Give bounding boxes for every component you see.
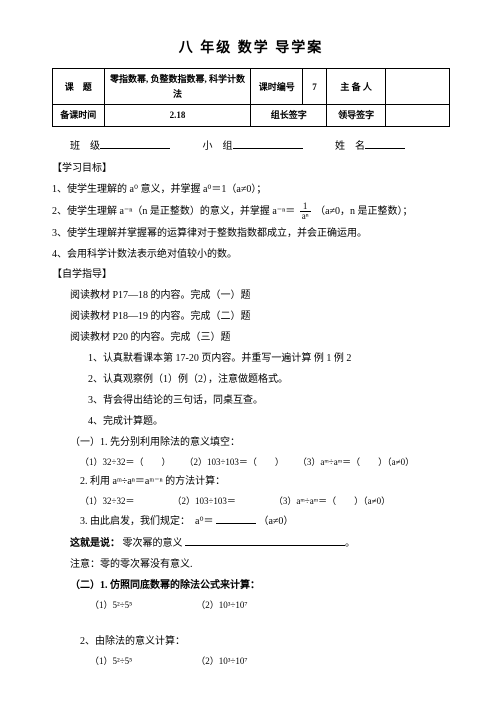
selfstudy-sub: 3、背会得出结论的三句话，同桌互查。: [52, 392, 450, 409]
calc-item: （2）10³÷10⁷: [196, 654, 247, 668]
cell: 课时编号: [251, 69, 303, 105]
calc-row: （1）5²÷5⁵ （2）10³÷10⁷: [52, 598, 450, 612]
calc-item: （2）103÷103＝（ ）: [184, 455, 283, 469]
part1-line2: 2. 利用 aᵐ÷aⁿ＝aᵐ⁻ⁿ 的方法计算：: [52, 473, 450, 490]
cell: [386, 105, 450, 126]
name-label: 姓 名: [335, 141, 365, 152]
text: 零次幂的意义: [123, 538, 183, 549]
selfstudy-line: 阅读教材 P20 的内容。完成（三）题: [52, 329, 450, 346]
text: （a≠0，n 是正整数）；: [315, 205, 412, 216]
part1-head: （一）1. 先分别利用除法的意义填空：: [52, 434, 450, 451]
calc-item: （1）5²÷5⁵: [90, 654, 132, 668]
cell: 备课时间: [53, 105, 105, 126]
cell: 课 题: [53, 69, 105, 105]
calc-item: （1）32÷32＝（ ）: [80, 455, 170, 469]
part2-line2: 2、由除法的意义计算：: [52, 633, 450, 650]
goals-heading: 【学习目标】: [52, 161, 450, 177]
fraction: 1 aⁿ: [300, 202, 311, 221]
selfstudy-sub: 1、认真默看课本第 17-20 页内容。并重写一遍计算 例 1 例 2: [52, 350, 450, 367]
part1-conclude: 这就是说： 零次幂的意义 。: [52, 534, 450, 552]
goal-4: 4、会用科学计数法表示绝对值较小的数。: [52, 246, 450, 263]
selfstudy-sub: 2、认真观察例（1）例（2），注意做题格式。: [52, 371, 450, 388]
cell: 2.18: [104, 105, 251, 126]
goal-3: 3、使学生理解并掌握幂的运算律对于整数指数都成立，并会正确运用。: [52, 225, 450, 242]
selfstudy-sub: 4、完成计算题。: [52, 413, 450, 430]
calc-item: （3）aᵐ÷aᵐ＝（ ）（a≠0）: [298, 455, 414, 469]
part1-line3: 3. 由此启发，我们规定： a⁰＝ （a≠0）: [52, 512, 450, 530]
calc-item: （3）aᵐ÷aᵐ＝（ ）（a≠0）: [274, 494, 390, 508]
blanks-row: 班 级 小 组 姓 名: [52, 137, 450, 155]
part2-head: （二）1. 仿照同底数幂的除法公式来计算：: [52, 577, 450, 594]
calc-item: （1）32÷32＝: [80, 494, 134, 508]
blank: [365, 137, 405, 149]
part1-note: 注意：零的零次幂没有意义.: [52, 556, 450, 573]
cell: 组长签字: [251, 105, 326, 126]
selfstudy-line: 阅读教材 P18—19 的内容。完成（二）题: [52, 308, 450, 325]
text: （a≠0）: [258, 516, 293, 527]
cell: 领导签字: [326, 105, 386, 126]
calc-row: （1）5²÷5⁵ （2）10³÷10⁷: [52, 654, 450, 668]
text: 2、使学生理解 a⁻ⁿ（n 是正整数）的意义，并掌握 a⁻ⁿ＝: [52, 205, 295, 216]
goal-1: 1、使学生理解的 a⁰ 意义，并掌握 a⁰＝1（a≠0）；: [52, 181, 450, 198]
text: 这就是说：: [70, 538, 120, 549]
selfstudy-heading: 【自学指导】: [52, 267, 450, 283]
group-label: 小 组: [203, 141, 233, 152]
blank: [216, 512, 256, 524]
cell: [386, 69, 450, 105]
selfstudy-line: 阅读教材 P17—18 的内容。完成（一）题: [52, 287, 450, 304]
blank: [185, 534, 345, 546]
calc-item: （2）103÷103＝: [172, 494, 235, 508]
calc-row: （1）32÷32＝ （2）103÷103＝ （3）aᵐ÷aᵐ＝（ ）（a≠0）: [52, 494, 450, 508]
goal-2: 2、使学生理解 a⁻ⁿ（n 是正整数）的意义，并掌握 a⁻ⁿ＝ 1 aⁿ （a≠…: [52, 202, 450, 221]
class-label: 班 级: [70, 141, 100, 152]
cell: 主 备 人: [326, 69, 386, 105]
page-title: 八 年级 数学 导学案: [52, 38, 450, 60]
cell: 7: [303, 69, 327, 105]
calc-item: （2）10³÷10⁷: [196, 598, 247, 612]
blank: [233, 137, 303, 149]
cell: 零指数幂, 负整数指数幂, 科学计数法: [104, 69, 251, 105]
blank: [100, 137, 170, 149]
denominator: aⁿ: [300, 212, 311, 221]
calc-item: （1）5²÷5⁵: [90, 598, 132, 612]
calc-row: （1）32÷32＝（ ） （2）103÷103＝（ ） （3）aᵐ÷aᵐ＝（ ）…: [52, 455, 450, 469]
text: 3. 由此启发，我们规定： a⁰＝: [80, 516, 213, 527]
meta-table: 课 题 零指数幂, 负整数指数幂, 科学计数法 课时编号 7 主 备 人 备课时…: [52, 68, 450, 126]
